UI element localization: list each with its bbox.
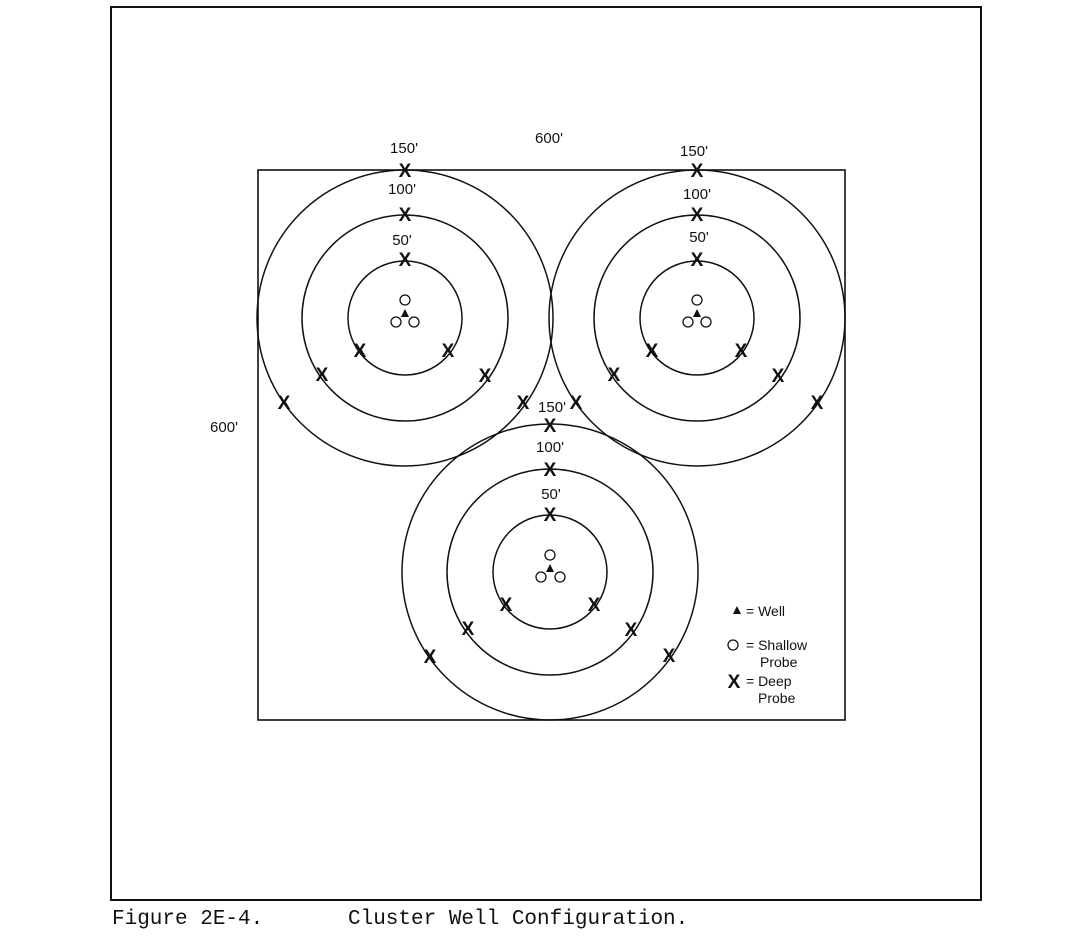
deep-probe: X: [811, 393, 824, 414]
deep-probe: X: [424, 647, 437, 668]
ring-100ft: [593, 214, 801, 422]
deep-probe: X: [691, 250, 704, 271]
cluster-bottom: 150' 100' 50' X X X X X X X X X: [401, 399, 699, 721]
ring-label-100: 100': [536, 439, 564, 456]
ring-100ft: [446, 468, 654, 676]
deep-probe: X: [691, 161, 704, 182]
deep-probe: X: [772, 366, 785, 387]
deep-probe: X: [735, 341, 748, 362]
shallow-probe: [682, 316, 694, 328]
well-marker: [401, 309, 409, 317]
figure-title: Cluster Well Configuration.: [348, 908, 689, 931]
ring-label-150: 150': [680, 143, 708, 160]
ring-label-50: 50': [541, 486, 561, 503]
deep-probe: X: [278, 393, 291, 414]
well-marker: [546, 564, 554, 572]
ring-50ft: [347, 260, 463, 376]
site-width-label: 600': [535, 130, 563, 147]
deep-probe: X: [691, 205, 704, 226]
shallow-probe: [554, 571, 566, 583]
deep-probe: X: [663, 646, 676, 667]
ring-150ft: [401, 423, 699, 721]
ring-50ft: [639, 260, 755, 376]
ring-label-100: 100': [683, 186, 711, 203]
deep-probe: X: [646, 341, 659, 362]
legend-shallow-probe-icon: [727, 639, 739, 651]
ring-label-50: 50': [689, 229, 709, 246]
shallow-probe: [390, 316, 402, 328]
legend-shallow-probe-label: = Shallow Probe: [746, 637, 811, 670]
figure-number: Figure 2E-4.: [112, 908, 264, 931]
deep-probe: X: [354, 341, 367, 362]
legend-well-icon: [733, 606, 741, 614]
cluster-top-left: 150' 100' 50' X X X X X X X X X: [256, 140, 554, 467]
cluster-top-right: 150' 100' 50' X X X X X X X X X: [548, 143, 846, 467]
cluster-well-diagram: 600' 600' 150' 100' 50' X X X X X X X X …: [210, 130, 846, 721]
deep-probe: X: [608, 365, 621, 386]
shallow-probe: [700, 316, 712, 328]
deep-probe: X: [544, 460, 557, 481]
deep-probe: X: [399, 250, 412, 271]
site-height-label: 600': [210, 419, 238, 436]
legend-deep-probe-icon: X: [728, 672, 741, 693]
figure-frame: [110, 6, 982, 901]
ring-150ft: [548, 169, 846, 467]
shallow-probe: [544, 549, 556, 561]
figure-caption: Figure 2E-4. Cluster Well Configuration.: [112, 908, 688, 938]
deep-probe: X: [399, 205, 412, 226]
legend-deep-probe-label: = Deep Probe: [746, 673, 796, 706]
ring-label-150: 150': [390, 140, 418, 157]
deep-probe: X: [588, 595, 601, 616]
ring-50ft: [492, 514, 608, 630]
deep-probe: X: [544, 505, 557, 526]
deep-probe: X: [517, 393, 530, 414]
ring-label-50: 50': [392, 232, 412, 249]
ring-label-100: 100': [388, 181, 416, 198]
deep-probe: X: [500, 595, 513, 616]
ring-100ft: [301, 214, 509, 422]
deep-probe: X: [544, 416, 557, 437]
deep-probe: X: [625, 620, 638, 641]
legend: = Well = Shallow Probe X = Deep Probe: [727, 603, 811, 706]
ring-150ft: [256, 169, 554, 467]
deep-probe: X: [316, 365, 329, 386]
legend-well-label: = Well: [746, 603, 785, 619]
shallow-probe: [408, 316, 420, 328]
deep-probe: X: [462, 619, 475, 640]
well-marker: [693, 309, 701, 317]
deep-probe: X: [442, 341, 455, 362]
deep-probe: X: [399, 161, 412, 182]
shallow-probe: [691, 294, 703, 306]
shallow-probe: [535, 571, 547, 583]
shallow-probe: [399, 294, 411, 306]
deep-probe: X: [570, 393, 583, 414]
ring-label-150: 150': [538, 399, 566, 416]
deep-probe: X: [479, 366, 492, 387]
